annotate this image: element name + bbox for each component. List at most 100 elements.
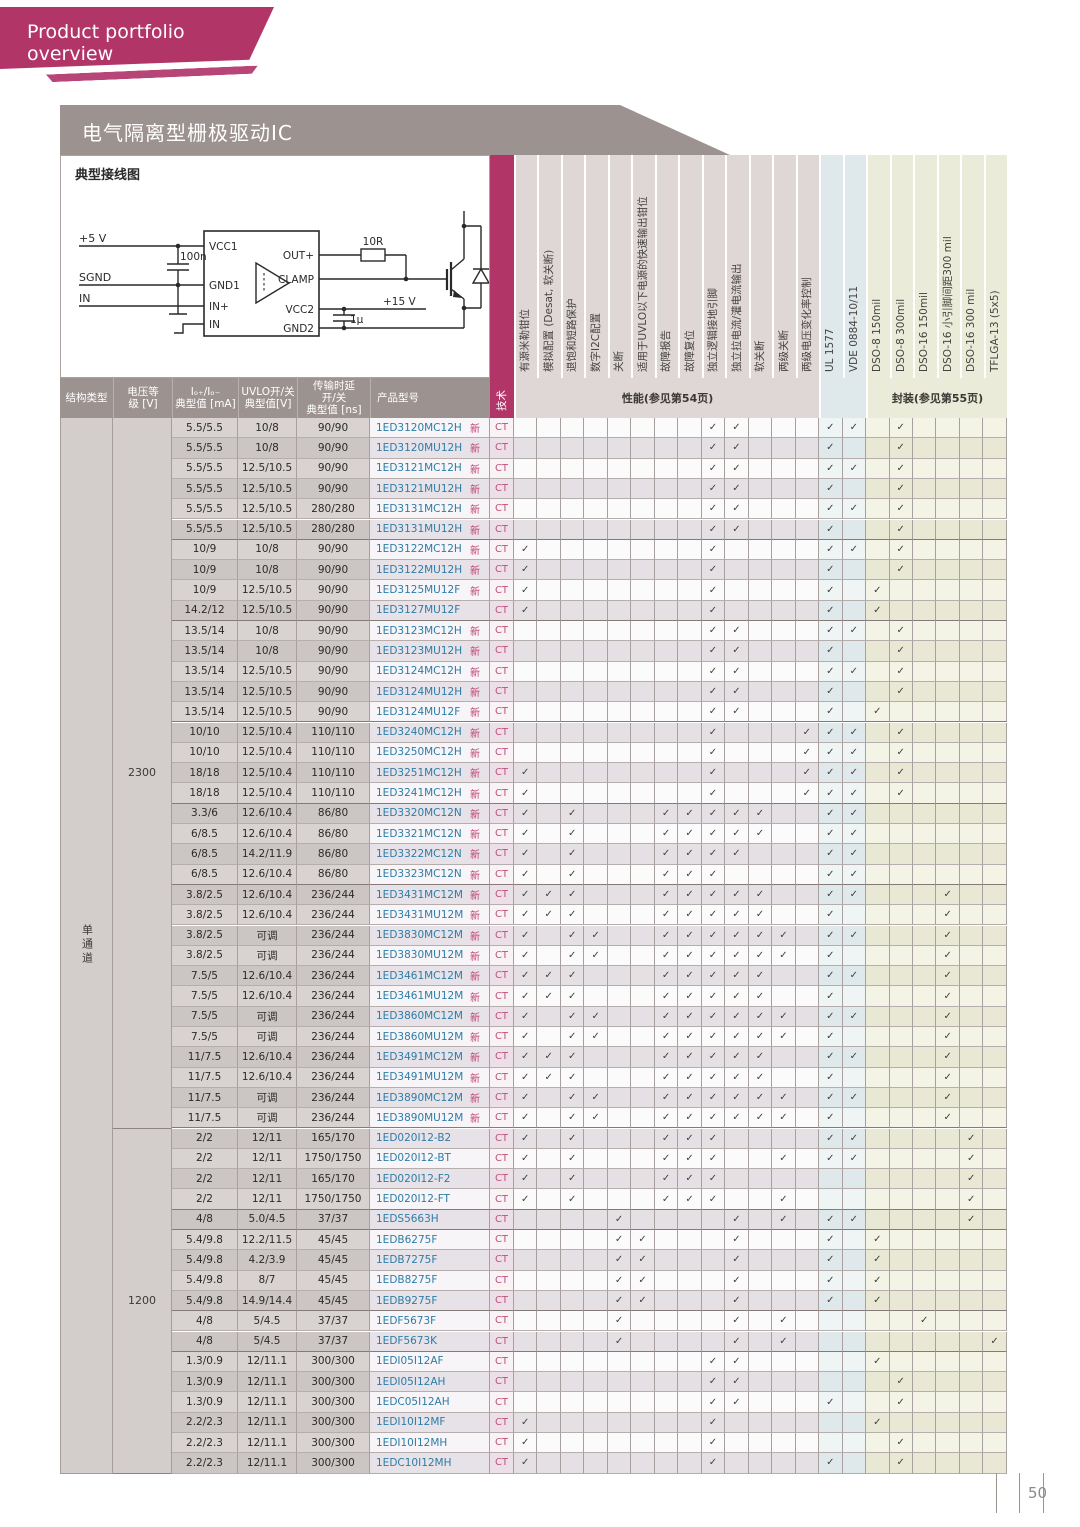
checkmark-icon: ✓ (826, 625, 835, 637)
check-cell: ✓ (748, 884, 773, 906)
check-cell (795, 519, 820, 540)
product-link[interactable]: 1ED3830MC12M (376, 929, 463, 942)
check-cell (607, 1128, 632, 1149)
product-link[interactable]: 1EDF5673K (376, 1335, 438, 1348)
cell-tech: CT (490, 783, 514, 804)
product-link[interactable]: 1ED3121MU12H (376, 482, 463, 495)
product-link[interactable]: 1EDC05I12AH (376, 1396, 450, 1409)
product-link[interactable]: 1ED3122MC12H (376, 543, 462, 556)
product-link[interactable]: 1ED3121MC12H (376, 462, 462, 475)
pin-in: IN (209, 319, 220, 331)
check-cell (537, 1169, 561, 1190)
check-cell: ✓ (701, 681, 726, 703)
check-cell (772, 1169, 796, 1190)
product-link[interactable]: 1ED3131MU12H (376, 523, 463, 536)
product-link[interactable]: 1ED3122MU12H (376, 563, 463, 576)
product-link[interactable]: 1ED3124MU12F (376, 705, 461, 718)
product-link[interactable]: 1ED3241MC12H (376, 787, 462, 800)
cell-tech: CT (490, 539, 514, 561)
product-link[interactable]: 1ED3251MC12H (376, 766, 462, 779)
product-link[interactable]: 1ED3123MU12H (376, 644, 463, 657)
check-cell (678, 1433, 702, 1454)
product-link[interactable]: 1ED3461MC12M (376, 969, 463, 982)
product-link[interactable]: 1ED3125MU12F (376, 584, 461, 597)
product-link[interactable]: 1ED3124MU12H (376, 685, 463, 698)
checkmark-icon: ✓ (966, 1152, 976, 1164)
check-cell (912, 458, 937, 479)
cell-delay-typ: 86/80 (297, 864, 370, 885)
product-link[interactable]: 1ED3120MC12H (376, 421, 462, 434)
check-cell (748, 1290, 773, 1312)
product-link[interactable]: 1EDB8275F (376, 1274, 438, 1287)
checkmark-icon: ✓ (732, 970, 741, 982)
cell-uvlo-typ: 12.6/10.4 (238, 1067, 297, 1088)
product-link[interactable]: 1ED3323MC12N (376, 868, 462, 881)
cell-io-typ: 11/7.5 (172, 1087, 238, 1109)
product-link[interactable]: 1ED3890MC12M (376, 1091, 463, 1104)
cell-uvlo-typ: 12.2/11.5 (238, 1230, 297, 1251)
check-cell: ✓ (678, 1087, 702, 1109)
product-link[interactable]: 1EDB6275F (376, 1233, 438, 1246)
product-link[interactable]: 1EDS5663H (376, 1213, 439, 1226)
product-link[interactable]: 1EDB9275F (376, 1294, 438, 1307)
check-cell (819, 1372, 843, 1393)
pin-in-plus: IN+ (209, 301, 229, 313)
product-link[interactable]: 1ED3131MC12H (376, 502, 462, 515)
check-cell (866, 1209, 890, 1230)
product-link[interactable]: 1ED3431MU12M (376, 908, 464, 921)
check-cell (842, 1270, 867, 1291)
check-cell (772, 783, 796, 804)
checkmark-icon: ✓ (708, 1437, 718, 1449)
product-link[interactable]: 1ED3830MU12M (376, 949, 464, 962)
check-cell: ✓ (654, 1006, 679, 1027)
product-link[interactable]: 1EDI05I12AF (376, 1355, 444, 1368)
check-cell (889, 600, 913, 621)
product-link[interactable]: 1ED3321MC12N (376, 827, 462, 840)
product-link[interactable]: 1EDI10I12MF (376, 1416, 446, 1429)
check-cell: ✓ (514, 600, 538, 621)
product-link[interactable]: 1ED3860MC12M (376, 1010, 463, 1023)
product-link[interactable]: 1ED3124MC12H (376, 665, 462, 678)
product-link[interactable]: 1EDF5673F (376, 1314, 437, 1327)
product-link[interactable]: 1ED3491MC12M (376, 1050, 463, 1063)
product-link[interactable]: 1ED3250MC12H (376, 746, 462, 759)
check-cell (654, 600, 679, 621)
product-link[interactable]: 1ED3461MU12M (376, 990, 464, 1003)
product-link[interactable]: 1EDB7275F (376, 1253, 438, 1266)
product-link[interactable]: 1ED3320MC12N (376, 807, 462, 820)
product-link[interactable]: 1ED3860MU12M (376, 1030, 464, 1043)
cell-uvlo-typ: 可调 (238, 1108, 297, 1129)
check-cell: ✓ (701, 580, 726, 601)
check-cell: ✓ (725, 478, 749, 500)
product-link[interactable]: 1ED020I12-B2 (376, 1132, 452, 1145)
product-link[interactable]: 1ED3431MC12M (376, 888, 463, 901)
product-link[interactable]: 1ED020I12-F2 (376, 1172, 451, 1185)
product-link[interactable]: 1EDI05I12AH (376, 1375, 446, 1388)
check-cell: ✓ (514, 783, 538, 804)
check-cell: ✓ (819, 844, 843, 865)
checkmark-icon: ✓ (732, 1274, 741, 1286)
table-row: 3.8/2.5 可调 236/244 1ED3830MC12M 新 CT ✓ ✓ ✓ ✓ ✓ ✓ ✓ ✓ ✓… (172, 925, 1007, 946)
check-cell: ✓ (889, 1453, 913, 1474)
cell-delay-typ: 236/244 (297, 1087, 370, 1109)
product-link[interactable]: 1ED3123MC12H (376, 624, 462, 637)
check-cell (795, 1027, 820, 1048)
product-link[interactable]: 1ED020I12-BT (376, 1152, 451, 1165)
cell-product: 1ED3125MU12F 新 (370, 580, 490, 601)
checkmark-icon: ✓ (708, 807, 718, 819)
cell-delay-typ: 165/170 (297, 1169, 370, 1190)
product-link[interactable]: 1EDC10I12MH (376, 1456, 452, 1469)
product-link[interactable]: 1ED3127MU12F (376, 604, 461, 617)
product-link[interactable]: 1ED3120MU12H (376, 441, 463, 454)
product-link[interactable]: 1ED3322MC12N (376, 847, 462, 860)
checkmark-icon: ✓ (849, 1092, 858, 1104)
product-link[interactable]: 1ED3890MU12M (376, 1111, 464, 1124)
product-link[interactable]: 1ED020I12-FT (376, 1193, 450, 1206)
product-link[interactable]: 1EDI10I12MH (376, 1436, 448, 1449)
cell-uvlo-typ: 12.6/10.4 (238, 966, 297, 987)
product-link[interactable]: 1ED3491MU12M (376, 1071, 464, 1084)
check-cell (795, 661, 820, 682)
product-link[interactable]: 1ED3240MC12H (376, 726, 462, 739)
checkmark-icon: ✓ (708, 1112, 718, 1124)
checkmark-icon: ✓ (732, 1396, 741, 1408)
